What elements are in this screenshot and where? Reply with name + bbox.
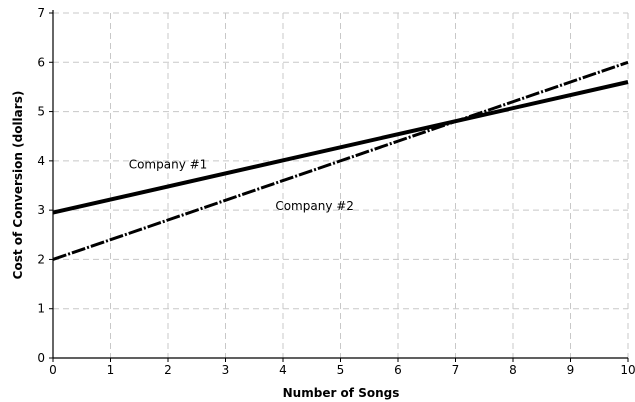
y-axis-title: Cost of Conversion (dollars)	[11, 91, 25, 280]
x-tick-label: 8	[509, 363, 517, 377]
x-tick-label: 3	[222, 363, 230, 377]
x-axis-title: Number of Songs	[283, 386, 400, 400]
x-tick-label: 1	[107, 363, 115, 377]
x-tick-label: 0	[49, 363, 57, 377]
grid	[53, 13, 628, 358]
series-annotation: Company #1	[129, 157, 208, 171]
annotations: Company #1 Company #2	[129, 157, 354, 213]
y-tick-label: 5	[37, 105, 45, 119]
y-tick-labels: 0 1 2 3 4 5 6 7	[37, 6, 45, 365]
y-tick-label: 7	[37, 6, 45, 20]
y-tick-label: 0	[37, 351, 45, 365]
y-tick-label: 3	[37, 203, 45, 217]
series-annotation: Company #2	[275, 199, 354, 213]
y-tick-label: 4	[37, 154, 45, 168]
x-tick-labels: 0 1 2 3 4 5 6 7 8 9 10	[49, 363, 635, 377]
x-tick-label: 2	[164, 363, 172, 377]
x-tick-label: 4	[279, 363, 287, 377]
y-tick-label: 2	[37, 252, 45, 266]
y-tick-label: 6	[37, 55, 45, 69]
x-tick-label: 7	[452, 363, 460, 377]
x-tick-label: 9	[567, 363, 575, 377]
x-tick-label: 6	[394, 363, 402, 377]
x-tick-label: 5	[337, 363, 345, 377]
x-tick-label: 10	[620, 363, 635, 377]
y-tick-label: 1	[37, 302, 45, 316]
